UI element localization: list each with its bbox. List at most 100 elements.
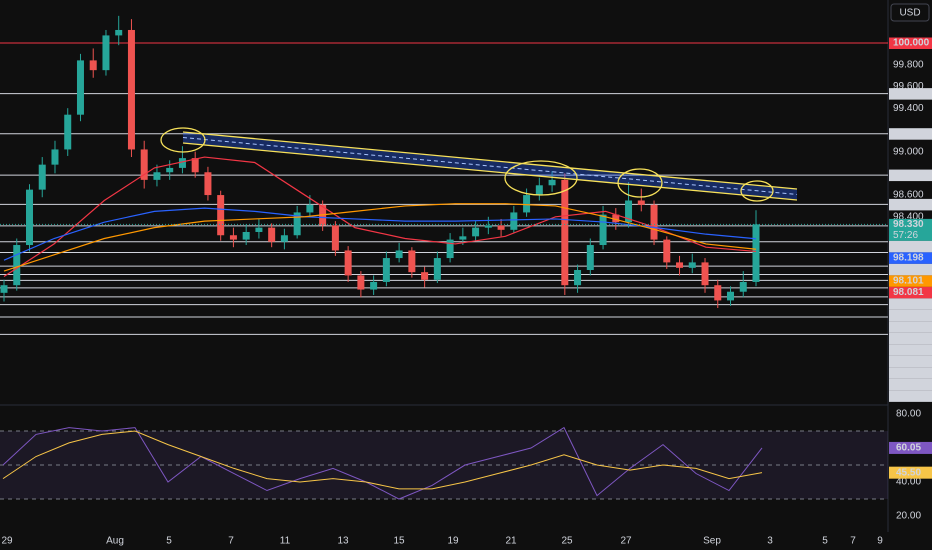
candle-body (408, 250, 416, 273)
candle-body (701, 262, 709, 286)
candle-body (650, 204, 658, 240)
price-badge (889, 378, 932, 391)
candle-body (153, 172, 161, 180)
price-badge-label: 97.868 (893, 322, 924, 333)
candle-body (344, 250, 352, 276)
candle-body (484, 225, 492, 228)
rsi-badge (889, 466, 932, 479)
candle-body (217, 195, 225, 236)
candle-body (433, 258, 441, 280)
price-badge (889, 355, 932, 368)
candle-body (574, 270, 582, 286)
highlight-ellipse (160, 127, 206, 153)
price-badge (889, 367, 932, 379)
price-badge-label: 98.316 (893, 241, 924, 252)
price-badge (889, 390, 932, 402)
price-badge (889, 252, 932, 264)
candle-body (13, 245, 21, 286)
x-tick-label: 3 (767, 536, 773, 547)
candle-body (548, 179, 556, 186)
candle-body (242, 231, 250, 240)
candle-body (25, 189, 33, 246)
rsi-badge-label: 45.50 (896, 467, 921, 478)
price-badge (889, 169, 932, 182)
price-badge-label: 98.784 (893, 170, 924, 181)
price-badge-label: 98.081 (893, 287, 924, 298)
x-tick-label: 27 (620, 536, 632, 547)
x-tick-label: 15 (393, 536, 405, 547)
candle-body (625, 200, 633, 223)
countdown: 57:26 (893, 230, 918, 241)
x-tick-label: 5 (822, 536, 828, 547)
candle-body (676, 262, 684, 268)
y-tick-label: 80.00 (896, 409, 921, 420)
x-tick-label: 7 (228, 536, 234, 547)
x-tick-label: 19 (447, 536, 459, 547)
price-badge (889, 218, 932, 241)
moving-average (3, 156, 757, 278)
candle-body (739, 281, 747, 292)
candle-body (510, 212, 518, 230)
x-tick-label: 25 (561, 536, 573, 547)
candle-body (459, 236, 467, 240)
price-badge (889, 37, 932, 50)
price-badge-label: 97.317 (893, 391, 924, 402)
price-badge (889, 298, 932, 310)
candle-body (64, 114, 72, 150)
candle-body (229, 235, 237, 240)
candle-body (166, 167, 174, 173)
price-badge-label: 97.815 (893, 333, 924, 344)
x-tick-label: 11 (280, 536, 291, 547)
rsi-badge-label: 60.05 (896, 443, 921, 454)
y-tick-label: 99.600 (893, 81, 924, 92)
x-tick-label: 21 (505, 536, 517, 547)
price-badge-label: 98.101 (893, 276, 924, 287)
candle-body (752, 224, 760, 282)
candle-body (331, 225, 339, 251)
candle-body (178, 158, 186, 168)
price-badge-label: 97.663 (893, 356, 924, 367)
candle-body (395, 250, 403, 259)
price-badge (889, 321, 932, 333)
price-badge (889, 128, 932, 140)
price-badge-label: 97.591 (893, 368, 924, 379)
candle-body (688, 262, 696, 268)
price-badge-label: 99.534 (893, 88, 924, 99)
candle-body (102, 35, 110, 71)
y-tick-label: 99.800 (893, 59, 924, 70)
candle-body (714, 285, 722, 301)
price-badge-label: 98.198 (893, 253, 924, 264)
candle-body (727, 291, 735, 301)
price-badge (889, 88, 932, 100)
price-badge (889, 332, 932, 345)
price-badge (889, 263, 932, 276)
candle-body (127, 29, 135, 150)
candle-body (637, 200, 645, 205)
candle-body (523, 195, 531, 213)
trend-channel (160, 127, 798, 202)
candle-body (255, 227, 263, 232)
price-axis: 99.800 99.600 99.400 99.000 98.600 98.400 100.… (889, 37, 932, 522)
candle-body (0, 285, 8, 293)
candle-body (76, 60, 84, 115)
candle-body (382, 258, 390, 282)
candle-body (280, 235, 288, 242)
candle-body (612, 214, 620, 223)
moving-average (3, 207, 757, 261)
trend-line (182, 131, 798, 190)
candle-body (51, 149, 59, 165)
candle-body (306, 204, 314, 213)
rsi-badge (889, 441, 932, 454)
x-tick-label: 29 (1, 536, 13, 547)
y-tick-label: 20.00 (896, 511, 921, 522)
x-tick-label: 9 (877, 536, 883, 547)
price-badge-label: 98.330 (893, 219, 924, 230)
y-tick-label: 40.00 (896, 477, 921, 488)
x-tick-label: 13 (337, 536, 349, 547)
y-tick-label: 99.400 (893, 103, 924, 114)
rsi-line (2, 426, 763, 500)
x-tick-label: Sep (703, 536, 721, 547)
price-badge-label: 97.477 (893, 379, 924, 390)
candle-body (497, 225, 505, 230)
